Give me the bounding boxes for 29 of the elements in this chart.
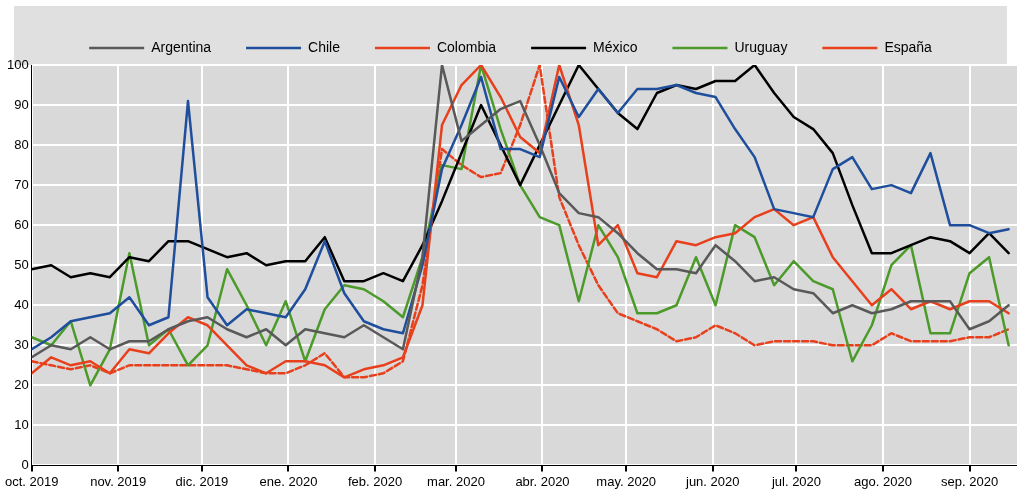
x-tick-label: oct. 2019 bbox=[4, 473, 59, 489]
x-tick-label: abr. 2020 bbox=[515, 473, 570, 489]
y-tick-label: 30 bbox=[14, 336, 29, 352]
y-tick-label: 70 bbox=[14, 176, 29, 192]
y-tick-label: 40 bbox=[14, 296, 29, 312]
y-tick-label: 20 bbox=[14, 376, 29, 392]
x-tick-label: feb. 2020 bbox=[347, 473, 403, 489]
x-tick-label: ago. 2020 bbox=[854, 473, 912, 489]
y-tick-label: 100 bbox=[6, 56, 29, 72]
legend-label: España bbox=[884, 38, 933, 55]
x-tick-label: ene. 2020 bbox=[259, 473, 318, 489]
legend-label: Colombia bbox=[436, 38, 497, 55]
x-tick-label: nov. 2019 bbox=[90, 473, 147, 489]
y-tick-label: 0 bbox=[21, 456, 29, 472]
x-tick-label: sep. 2020 bbox=[940, 473, 999, 489]
legend-label: Argentina bbox=[151, 38, 212, 55]
legend-label: México bbox=[593, 38, 638, 55]
x-tick-label: jun. 2020 bbox=[685, 473, 740, 489]
y-tick-label: 80 bbox=[14, 136, 29, 152]
y-tick-label: 60 bbox=[14, 216, 29, 232]
x-tick-label: mar. 2020 bbox=[427, 473, 485, 489]
x-tick-label: jul. 2020 bbox=[770, 473, 822, 489]
legend-label: Chile bbox=[308, 38, 341, 55]
x-tick-label: may. 2020 bbox=[596, 473, 657, 489]
y-tick-label: 50 bbox=[14, 256, 29, 272]
x-tick-label: dic. 2019 bbox=[175, 473, 229, 489]
y-tick-label: 90 bbox=[14, 96, 29, 112]
legend-label: Uruguay bbox=[734, 38, 788, 55]
y-tick-label: 10 bbox=[14, 416, 29, 432]
